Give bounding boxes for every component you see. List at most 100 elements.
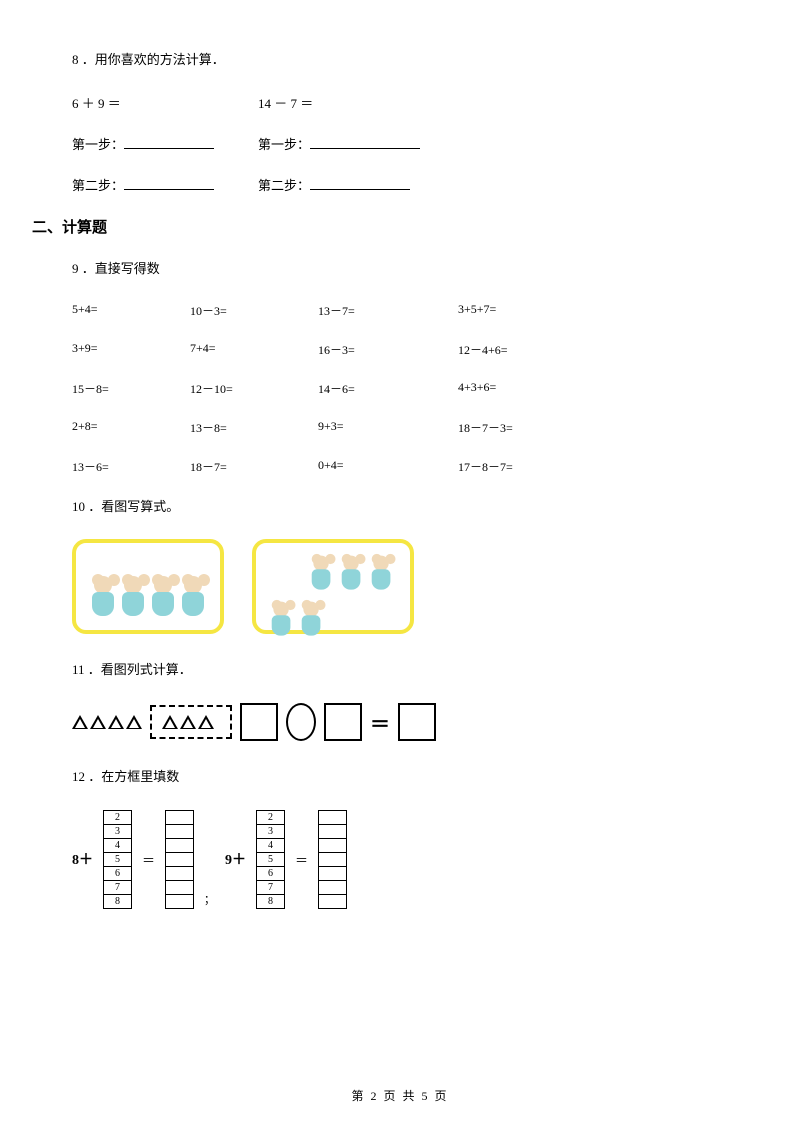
operator-oval <box>286 703 316 741</box>
blank-table <box>318 810 347 909</box>
q8-equations: 6 ＋ 9 ＝ 14 － 7 ＝ <box>72 93 768 112</box>
blank-line <box>124 176 214 190</box>
q8-step2-right: 第二步： <box>258 175 410 194</box>
calc-cell: 3+9= <box>72 341 190 358</box>
bear-icon <box>150 576 176 620</box>
page-footer: 第 2 页 共 5 页 <box>0 1087 800 1104</box>
triangle-icon <box>90 715 106 729</box>
bear-icon <box>370 556 392 593</box>
step2-label: 第二步： <box>258 178 310 193</box>
bear-icon <box>300 602 322 639</box>
q12-figure: 8＋ 2 3 4 5 6 7 8 ＝ ； 9＋ 2 3 4 5 6 7 <box>72 810 768 909</box>
number-table: 2 3 4 5 6 7 8 <box>256 810 285 909</box>
step1-label: 第一步： <box>258 137 310 152</box>
calc-cell: 13－6= <box>72 458 190 475</box>
triangle-icon <box>198 715 214 729</box>
q11-title: 11 ．看图列式计算． <box>72 660 768 681</box>
nt-cell: 8 <box>104 894 132 908</box>
triangle-icon <box>180 715 196 729</box>
step2-label: 第二步： <box>72 178 124 193</box>
bear-group-top <box>310 549 396 593</box>
q8-step2-row: 第二步： 第二步： <box>72 175 768 194</box>
blank-cell <box>166 894 194 908</box>
bear-box-left <box>72 539 224 634</box>
blank-cell <box>166 880 194 894</box>
blank-cell <box>319 810 347 824</box>
answer-box <box>398 703 436 741</box>
equals-sign: ＝ <box>295 850 308 869</box>
blank-cell <box>319 838 347 852</box>
q8-eq1: 6 ＋ 9 ＝ <box>72 93 258 112</box>
page-content: 8 ．用你喜欢的方法计算． 6 ＋ 9 ＝ 14 － 7 ＝ 第一步： 第一步：… <box>32 50 768 909</box>
step1-label: 第一步： <box>72 137 124 152</box>
q8-step2-left: 第二步： <box>72 175 258 194</box>
answer-box <box>240 703 278 741</box>
calc-cell: 9+3= <box>318 419 458 436</box>
calc-cell: 13－8= <box>190 419 318 436</box>
bear-icon <box>120 576 146 620</box>
q8-step1-row: 第一步： 第一步： <box>72 134 768 153</box>
nt-cell: 2 <box>257 810 285 824</box>
dashed-box <box>150 705 232 739</box>
q9-grid: 5+4= 10－3= 13－7= 3+5+7= 3+9= 7+4= 16－3= … <box>72 302 768 475</box>
answer-box <box>324 703 362 741</box>
equals-sign: ＝ <box>142 850 155 869</box>
calc-cell: 13－7= <box>318 302 458 319</box>
blank-table <box>165 810 194 909</box>
blank-cell <box>166 824 194 838</box>
calc-cell: 3+5+7= <box>458 302 496 319</box>
calc-cell: 5+4= <box>72 302 190 319</box>
calc-cell: 12－10= <box>190 380 318 397</box>
calc-row: 2+8= 13－8= 9+3= 18－7－3= <box>72 419 768 436</box>
blank-cell <box>319 866 347 880</box>
calc-cell: 17－8－7= <box>458 458 513 475</box>
calc-cell: 7+4= <box>190 341 318 358</box>
blank-cell <box>166 810 194 824</box>
blank-cell <box>319 880 347 894</box>
triangle-icon <box>72 715 88 729</box>
nt-cell: 5 <box>257 852 285 866</box>
blank-line <box>310 176 410 190</box>
nt-cell: 4 <box>257 838 285 852</box>
bear-icon <box>180 576 206 620</box>
calc-cell: 4+3+6= <box>458 380 496 397</box>
triangle-icon <box>162 715 178 729</box>
bear-icon <box>270 602 292 639</box>
q8-step1-right: 第一步： <box>258 134 420 153</box>
nt-cell: 2 <box>104 810 132 824</box>
nt-cell: 8 <box>257 894 285 908</box>
q8-step1-left: 第一步： <box>72 134 258 153</box>
bear-icon <box>340 556 362 593</box>
q10-figure <box>72 539 768 634</box>
nt-cell: 5 <box>104 852 132 866</box>
bear-group-bottom <box>270 595 326 639</box>
q10-title: 10 ．看图写算式。 <box>72 497 768 518</box>
calc-cell: 16－3= <box>318 341 458 358</box>
calc-row: 13－6= 18－7= 0+4= 17－8－7= <box>72 458 768 475</box>
bear-box-right <box>252 539 414 634</box>
calc-row: 15－8= 12－10= 14－6= 4+3+6= <box>72 380 768 397</box>
nt-cell: 4 <box>104 838 132 852</box>
calc-cell: 18－7= <box>190 458 318 475</box>
blank-line <box>310 135 420 149</box>
q12-label-1: 8＋ <box>72 849 93 869</box>
blank-cell <box>319 824 347 838</box>
nt-cell: 6 <box>104 866 132 880</box>
triangle-icon <box>126 715 142 729</box>
calc-row: 3+9= 7+4= 16－3= 12－4+6= <box>72 341 768 358</box>
q11-figure: ＝ <box>72 703 768 741</box>
calc-cell: 18－7－3= <box>458 419 513 436</box>
calc-cell: 12－4+6= <box>458 341 508 358</box>
blank-cell <box>319 852 347 866</box>
q8-title: 8 ．用你喜欢的方法计算． <box>72 50 768 71</box>
number-table: 2 3 4 5 6 7 8 <box>103 810 132 909</box>
blank-line <box>124 135 214 149</box>
triangle-icon <box>108 715 124 729</box>
nt-cell: 7 <box>104 880 132 894</box>
equals-sign: ＝ <box>370 708 390 737</box>
nt-cell: 6 <box>257 866 285 880</box>
semicolon: ； <box>204 891 215 907</box>
triangle-group-outside <box>72 715 142 729</box>
calc-row: 5+4= 10－3= 13－7= 3+5+7= <box>72 302 768 319</box>
calc-cell: 2+8= <box>72 419 190 436</box>
